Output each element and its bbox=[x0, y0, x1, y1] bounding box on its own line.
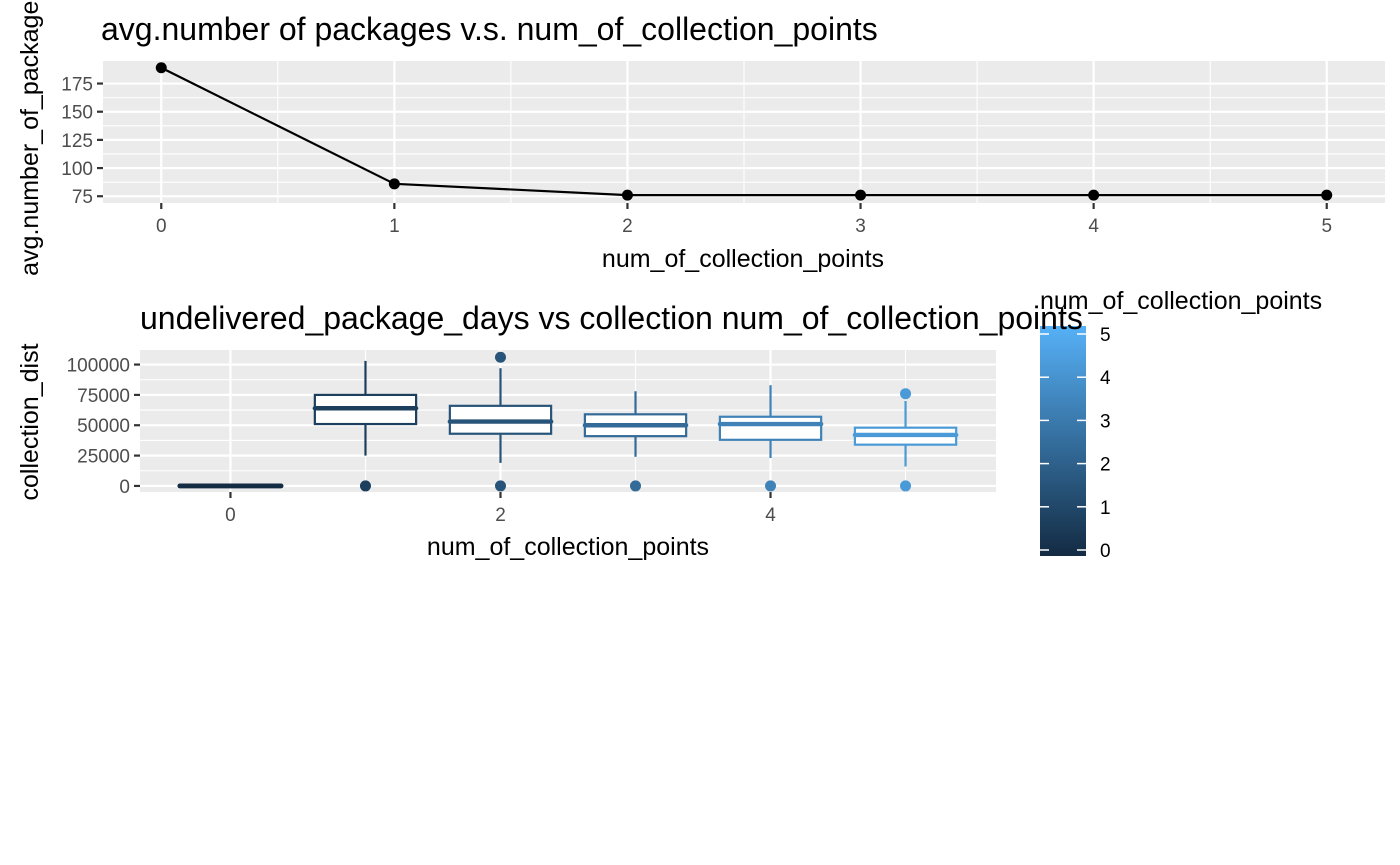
y-tick-label: 125 bbox=[61, 131, 93, 152]
colorbar-label: 0 bbox=[1100, 541, 1111, 562]
y-tick-label: 25000 bbox=[77, 447, 130, 468]
box-group-4 bbox=[717, 385, 824, 492]
outlier-point bbox=[494, 351, 506, 363]
y-tick-label: 175 bbox=[61, 75, 93, 96]
y-tick-label: 0 bbox=[119, 477, 130, 498]
box-chart: 0 25000 50000 75000 100000 0 2 4 num_of_collect… bbox=[16, 287, 1322, 562]
colorbar-legend: num_of_collection_points 0 1 2 3 4 5 bbox=[1040, 287, 1322, 562]
data-point bbox=[155, 62, 167, 74]
colorbar bbox=[1040, 326, 1086, 556]
x-tick-label: 5 bbox=[1321, 216, 1332, 237]
box-group-2 bbox=[447, 351, 554, 492]
y-tick-label: 100000 bbox=[67, 356, 130, 377]
x-tick-label: 0 bbox=[225, 505, 236, 526]
line-chart-x-axis-title: num_of_collection_points bbox=[602, 245, 884, 273]
data-point bbox=[621, 189, 633, 201]
x-tick-label: 3 bbox=[855, 216, 866, 237]
y-tick-label: 75 bbox=[72, 187, 93, 208]
outlier-point bbox=[494, 480, 506, 492]
colorbar-ticks: 0 1 2 3 4 5 bbox=[1040, 325, 1111, 562]
colorbar-label: 3 bbox=[1100, 411, 1111, 432]
line-chart-y-title-clip: avg.number_of_packages bbox=[16, 0, 44, 276]
box-chart-title: undelivered_package_days vs collection n… bbox=[140, 300, 1083, 336]
data-point bbox=[1321, 189, 1333, 201]
box-chart-axis-ticks: 0 25000 50000 75000 100000 0 2 4 bbox=[67, 356, 777, 526]
outlier-point bbox=[900, 388, 912, 400]
outlier-point bbox=[765, 480, 777, 492]
outlier-point bbox=[359, 480, 371, 492]
box-group-5 bbox=[852, 388, 959, 492]
data-point bbox=[388, 178, 400, 190]
box-group-1 bbox=[312, 360, 419, 492]
x-tick-label: 4 bbox=[765, 505, 776, 526]
box-chart-panel bbox=[140, 350, 996, 492]
data-point bbox=[855, 189, 867, 201]
series-line bbox=[160, 66, 1327, 197]
colorbar-label: 2 bbox=[1100, 455, 1111, 476]
box-group-3 bbox=[582, 391, 689, 492]
colorbar-label: 4 bbox=[1100, 368, 1111, 389]
data-point bbox=[1088, 189, 1100, 201]
x-tick-label: 2 bbox=[495, 505, 506, 526]
x-tick-label: 1 bbox=[389, 216, 400, 237]
box-chart-boxes bbox=[177, 351, 959, 492]
y-tick-label: 150 bbox=[61, 103, 93, 124]
colorbar-label: 5 bbox=[1100, 325, 1111, 346]
x-tick-label: 0 bbox=[156, 216, 167, 237]
box-body bbox=[718, 415, 823, 441]
line-chart: avg.number of packages v.s. num_of_colle… bbox=[16, 0, 1385, 276]
line-chart-title: avg.number of packages v.s. num_of_colle… bbox=[101, 11, 878, 47]
line-chart-y-axis-title: avg.number_of_packages bbox=[16, 0, 44, 276]
box-chart-y-axis-title: collection_dist bbox=[16, 343, 44, 500]
box-chart-x-axis-title: num_of_collection_points bbox=[427, 533, 709, 561]
outlier-point bbox=[900, 480, 912, 492]
y-tick-label: 100 bbox=[61, 159, 93, 180]
line-chart-axis-ticks: 75 100 125 150 175 0 1 2 3 4 5 bbox=[61, 75, 1332, 237]
x-tick-label: 4 bbox=[1088, 216, 1099, 237]
x-tick-label: 2 bbox=[622, 216, 633, 237]
line-chart-gridlines bbox=[103, 61, 1385, 203]
y-tick-label: 75000 bbox=[77, 386, 130, 407]
outlier-point bbox=[630, 480, 642, 492]
legend-title: num_of_collection_points bbox=[1040, 287, 1322, 315]
colorbar-label: 1 bbox=[1100, 498, 1111, 519]
line-chart-series bbox=[155, 62, 1333, 201]
y-tick-label: 50000 bbox=[77, 416, 130, 437]
